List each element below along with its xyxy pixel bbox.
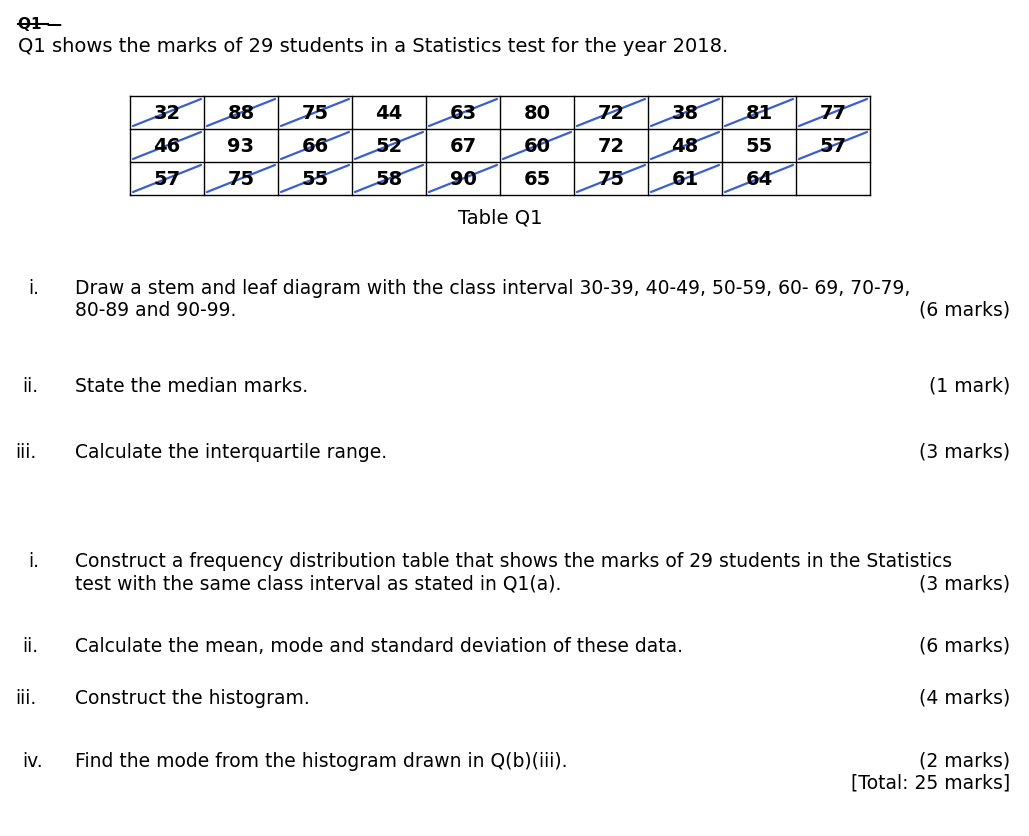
Text: 80: 80 [524,104,551,123]
Text: ii.: ii. [22,636,38,655]
Text: iii.: iii. [15,688,36,707]
Text: [Total: 25 marks]: [Total: 25 marks] [851,773,1010,792]
Text: 93: 93 [227,137,254,155]
Text: 77: 77 [819,104,847,123]
Text: (4 marks): (4 marks) [919,688,1010,707]
Text: 48: 48 [671,137,699,155]
Text: iii.: iii. [15,442,36,461]
Text: Calculate the mean, mode and standard deviation of these data.: Calculate the mean, mode and standard de… [75,636,683,655]
Text: 61: 61 [671,170,699,189]
Text: 57: 57 [153,170,180,189]
Text: 52: 52 [376,137,402,155]
Text: (3 marks): (3 marks) [919,573,1010,592]
Text: 64: 64 [745,170,773,189]
Text: Construct a frequency distribution table that shows the marks of 29 students in : Construct a frequency distribution table… [75,551,952,570]
Text: 80-89 and 90-99.: 80-89 and 90-99. [75,301,237,319]
Text: State the median marks.: State the median marks. [75,376,308,395]
Text: (6 marks): (6 marks) [919,301,1010,319]
Text: 75: 75 [227,170,254,189]
Text: (6 marks): (6 marks) [919,636,1010,655]
Text: Q1 shows the marks of 29 students in a Statistics test for the year 2018.: Q1 shows the marks of 29 students in a S… [17,37,729,56]
Text: 88: 88 [227,104,254,123]
Text: Construct the histogram.: Construct the histogram. [75,688,310,707]
Text: 46: 46 [153,137,181,155]
Text: 81: 81 [745,104,773,123]
Text: i.: i. [28,551,39,570]
Text: 57: 57 [819,137,847,155]
Text: iv.: iv. [22,751,42,770]
Text: (1 mark): (1 mark) [929,376,1010,395]
Text: (3 marks): (3 marks) [919,442,1010,461]
Text: Calculate the interquartile range.: Calculate the interquartile range. [75,442,387,461]
Text: i.: i. [28,278,39,298]
Text: Find the mode from the histogram drawn in Q(b)(iii).: Find the mode from the histogram drawn i… [75,751,568,770]
Text: 58: 58 [376,170,402,189]
Text: 60: 60 [524,137,551,155]
Text: 55: 55 [745,137,773,155]
Text: 66: 66 [301,137,328,155]
Text: test with the same class interval as stated in Q1(a).: test with the same class interval as sta… [75,573,562,592]
Text: 44: 44 [376,104,402,123]
Text: 38: 38 [672,104,699,123]
Text: 65: 65 [524,170,551,189]
Text: 90: 90 [450,170,476,189]
Text: 72: 72 [598,137,625,155]
Text: 72: 72 [598,104,625,123]
Text: 32: 32 [153,104,180,123]
Text: ii.: ii. [22,376,38,395]
Text: (2 marks): (2 marks) [919,751,1010,770]
Text: Table Q1: Table Q1 [458,208,542,227]
Text: 75: 75 [301,104,328,123]
Text: 75: 75 [598,170,625,189]
Text: 67: 67 [450,137,476,155]
Text: 63: 63 [450,104,476,123]
Text: Q1 —: Q1 — [17,17,62,32]
Text: Draw a stem and leaf diagram with the class interval 30-39, 40-49, 50-59, 60- 69: Draw a stem and leaf diagram with the cl… [75,278,911,298]
Text: 55: 55 [301,170,328,189]
